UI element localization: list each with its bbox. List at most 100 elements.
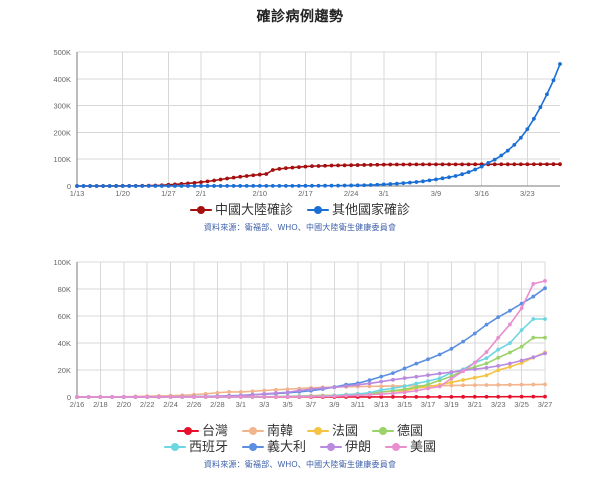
series-point [192, 395, 196, 399]
series-point [484, 361, 489, 366]
series-point [402, 384, 407, 389]
series-point [101, 184, 106, 188]
series-point [316, 164, 321, 168]
series-point [186, 184, 190, 188]
legend-swatch-icon [163, 442, 186, 452]
series-point [401, 181, 406, 186]
series-point [492, 162, 497, 167]
legend-item-義大利[interactable]: 義大利 [241, 440, 306, 453]
x-axis-tick-label: 1/20 [115, 189, 130, 198]
series-point [391, 386, 395, 391]
series-point [531, 281, 536, 286]
series-point [274, 387, 278, 392]
x-axis-tick-label: 1/27 [161, 189, 176, 198]
legend-item-伊朗[interactable]: 伊朗 [320, 440, 371, 453]
series-point [508, 350, 512, 355]
series-point [402, 376, 407, 381]
x-axis-tick-label: 3/27 [538, 400, 553, 409]
series-point [421, 179, 425, 184]
series-point [262, 388, 267, 393]
series-point [472, 331, 477, 336]
series-point [407, 162, 412, 167]
legend-item-美國[interactable]: 美國 [385, 440, 436, 453]
series-point [323, 163, 327, 168]
series-point [98, 395, 103, 399]
series-point [140, 184, 145, 188]
legend-item-德國[interactable]: 德國 [372, 424, 423, 437]
x-axis-tick-label: 2/10 [252, 189, 267, 198]
series-point [342, 183, 347, 188]
series-point [426, 386, 430, 391]
series-point [283, 183, 288, 188]
series-point [414, 374, 419, 379]
series-point [508, 341, 512, 346]
legend-item-中國大陸確診[interactable]: 中國大陸確診 [189, 202, 293, 217]
series-point [367, 384, 372, 389]
series-point [297, 183, 301, 188]
legend-label: 南韓 [266, 423, 293, 438]
series-point [264, 183, 269, 188]
series-point [133, 395, 138, 399]
series-point [227, 390, 232, 394]
series-point [329, 183, 334, 188]
series-point [499, 153, 504, 158]
series-point [543, 382, 547, 387]
chart-1-plot: 0 100K 200K 300K 400K 500K 1/13 1/20 1/27 2/1 2/10… [53, 48, 562, 198]
series-point [180, 395, 185, 399]
series-point [466, 170, 471, 175]
series-point [285, 390, 290, 395]
y-axis-tick-label: 400K [53, 75, 71, 84]
x-axis-tick-label: 3/5 [282, 400, 292, 409]
series-point [94, 184, 99, 188]
series-point [349, 163, 354, 168]
legend-label: 中國大陸確診 [214, 202, 293, 217]
series-point [257, 172, 262, 177]
series-point [332, 394, 337, 399]
legend-swatch-icon [241, 442, 264, 452]
x-axis-tick-label: 3/9 [431, 189, 441, 198]
series-point [133, 184, 138, 188]
series-point [508, 308, 512, 313]
series-point [473, 162, 478, 167]
series-point [421, 162, 425, 167]
series-point [543, 335, 547, 340]
series-point [290, 183, 295, 188]
series-point [414, 385, 419, 390]
series-point [484, 356, 489, 361]
y-axis-tick-label: 80K [58, 285, 71, 294]
series-point [472, 360, 477, 365]
x-axis-tick-label: 3/21 [467, 400, 482, 409]
legend-item-其他國家確診[interactable]: 其他國家確診 [307, 203, 410, 216]
series-point [329, 163, 334, 168]
series-point [270, 168, 275, 172]
series-point [238, 174, 243, 179]
series-point [461, 339, 465, 344]
x-axis-tick-label: 2/28 [210, 400, 225, 409]
series-point [449, 394, 454, 399]
series-point [461, 394, 465, 399]
series-point [496, 394, 501, 399]
series-point [205, 179, 210, 184]
series-point [538, 105, 543, 110]
series-point [394, 181, 399, 186]
series-point [244, 184, 249, 188]
y-axis-tick-label: 500K [53, 48, 71, 57]
series-point [531, 335, 536, 340]
series-point [355, 183, 360, 188]
series-point [277, 183, 282, 188]
series-point [375, 182, 380, 187]
series-point [437, 352, 442, 357]
series-point [496, 363, 501, 368]
series-point [449, 370, 454, 375]
legend-item-南韓[interactable]: 南韓 [241, 423, 293, 438]
series-point [388, 162, 393, 167]
series-point [231, 175, 236, 180]
legend-item-台灣[interactable]: 台灣 [176, 424, 228, 437]
series-point [262, 391, 267, 396]
legend-item-法國[interactable]: 法國 [307, 424, 358, 437]
series-point [332, 385, 337, 390]
legend-item-西班牙[interactable]: 西班牙 [163, 440, 228, 453]
series-point [484, 383, 489, 387]
series-point [379, 379, 384, 384]
series-point [251, 173, 256, 178]
